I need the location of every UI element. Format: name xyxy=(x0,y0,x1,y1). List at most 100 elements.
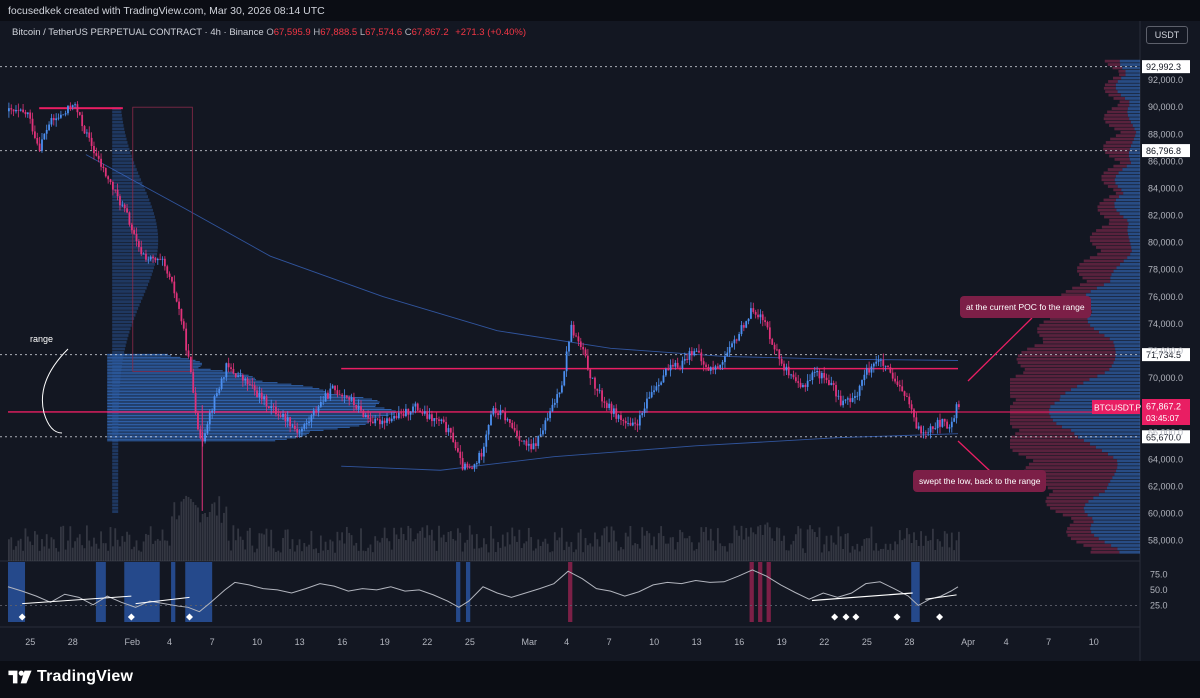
candle-body xyxy=(249,384,251,386)
volume-bar xyxy=(95,543,98,561)
historical-profile-row xyxy=(112,222,157,226)
profile-row-buy xyxy=(1131,249,1140,253)
range-profile-row xyxy=(107,355,171,357)
historical-profile-row xyxy=(112,202,151,205)
candle-body xyxy=(695,350,698,352)
price-tick-label: 76,000.0 xyxy=(1148,292,1183,302)
volume-bar xyxy=(107,550,110,561)
volume-bar xyxy=(776,527,778,561)
candle-body xyxy=(842,400,845,406)
volume-bar xyxy=(435,550,438,561)
profile-row-sell xyxy=(1023,371,1105,375)
profile-row-sell xyxy=(1021,351,1116,354)
candle-body xyxy=(683,358,686,361)
volume-bar xyxy=(341,532,344,561)
candle-body xyxy=(95,153,98,156)
candle-body xyxy=(669,364,672,371)
profile-row-buy xyxy=(1113,340,1140,344)
volume-bar xyxy=(846,533,849,561)
price-tick-label: 72,000.0 xyxy=(1148,346,1183,356)
profile-row-buy xyxy=(1129,147,1140,151)
profile-row-buy xyxy=(1083,506,1140,510)
oversold-band xyxy=(185,562,213,622)
volume-bar xyxy=(395,534,398,561)
candle-body xyxy=(638,415,641,426)
price-chart-svg[interactable]: 92,992.3 86,796.8 71,734.5 65,670.0 BTCUSDT.… xyxy=(0,21,1200,661)
brand[interactable]: TradingView xyxy=(8,668,133,686)
volume-bar xyxy=(511,527,514,561)
currency-button[interactable]: USDT xyxy=(1146,26,1188,44)
profile-row-buy xyxy=(1127,107,1140,110)
candle-body xyxy=(277,414,280,416)
range-profile-row xyxy=(107,353,168,355)
volume-bar xyxy=(409,528,412,561)
profile-row-buy xyxy=(1116,266,1140,270)
historical-profile-row xyxy=(112,428,119,432)
candle-body xyxy=(407,408,410,415)
volume-bar xyxy=(575,549,577,561)
candle-body xyxy=(511,422,514,428)
volume-bar xyxy=(752,532,755,561)
symbol-legend: Bitcoin / TetherUS PERPETUAL CONTRACT · … xyxy=(12,27,526,38)
profile-row-sell xyxy=(1016,357,1115,361)
candle-body xyxy=(74,104,76,106)
volume-bar xyxy=(19,538,22,561)
candle-body xyxy=(584,349,587,356)
level-label: 71,734.5 xyxy=(1146,350,1181,360)
profile-row-buy xyxy=(1061,425,1140,429)
volume-bar xyxy=(279,552,282,561)
symbol-name: Bitcoin / TetherUS PERPETUAL CONTRACT · … xyxy=(12,27,264,38)
volume-bar xyxy=(135,540,138,561)
volume-bar xyxy=(778,528,781,561)
profile-row-buy xyxy=(1110,279,1140,283)
candle-body xyxy=(12,109,15,112)
candle-body xyxy=(768,327,771,340)
candle-body xyxy=(759,314,762,318)
candle-body xyxy=(804,384,807,387)
candle-body xyxy=(85,132,88,134)
profile-row-buy xyxy=(1085,503,1140,507)
candle-body xyxy=(620,415,622,421)
range-profile-row xyxy=(107,401,380,403)
range-volume-profile xyxy=(107,107,397,513)
profile-row-sell xyxy=(1119,161,1131,165)
profile-row-buy xyxy=(1113,361,1140,364)
candle-body xyxy=(345,395,348,398)
candle-body xyxy=(275,406,277,415)
volume-bar xyxy=(641,527,644,561)
candle-body xyxy=(920,426,922,434)
time-tick-label: 10 xyxy=(1089,637,1099,647)
volume-bar xyxy=(322,550,325,561)
candle-body xyxy=(97,155,100,159)
candle-body xyxy=(490,414,492,425)
volume-bar xyxy=(166,540,169,561)
volume-bar xyxy=(402,534,405,561)
range-profile-row xyxy=(107,398,373,400)
volume-bar xyxy=(707,540,710,561)
volume-bar xyxy=(52,539,55,561)
volume-bar xyxy=(348,532,351,561)
vwap-bands xyxy=(39,106,959,471)
historical-profile-row xyxy=(112,124,124,127)
range-annotation: range xyxy=(30,334,54,344)
historical-profile-row xyxy=(112,134,126,138)
volume-bar xyxy=(520,548,523,561)
profile-row-buy xyxy=(1125,69,1140,73)
profile-row-buy xyxy=(1087,320,1140,324)
volume-bar xyxy=(802,548,804,561)
historical-profile-row xyxy=(112,154,132,158)
profile-row-buy xyxy=(1114,178,1140,182)
profile-row-buy xyxy=(1129,157,1140,161)
profile-row-buy xyxy=(1115,347,1140,351)
candle-body xyxy=(612,408,615,414)
candle-body xyxy=(416,403,419,411)
candle-body xyxy=(662,375,665,383)
candle-body xyxy=(267,406,270,408)
divergence-marker xyxy=(893,613,901,621)
volume-bar xyxy=(48,548,50,561)
profile-row-sell xyxy=(1062,513,1088,517)
chart-pane[interactable]: 92,992.3 86,796.8 71,734.5 65,670.0 BTCUSDT.… xyxy=(0,21,1200,661)
historical-profile-row xyxy=(112,364,122,368)
volume-bar xyxy=(215,515,218,561)
level-label: 86,796.8 xyxy=(1146,146,1181,156)
